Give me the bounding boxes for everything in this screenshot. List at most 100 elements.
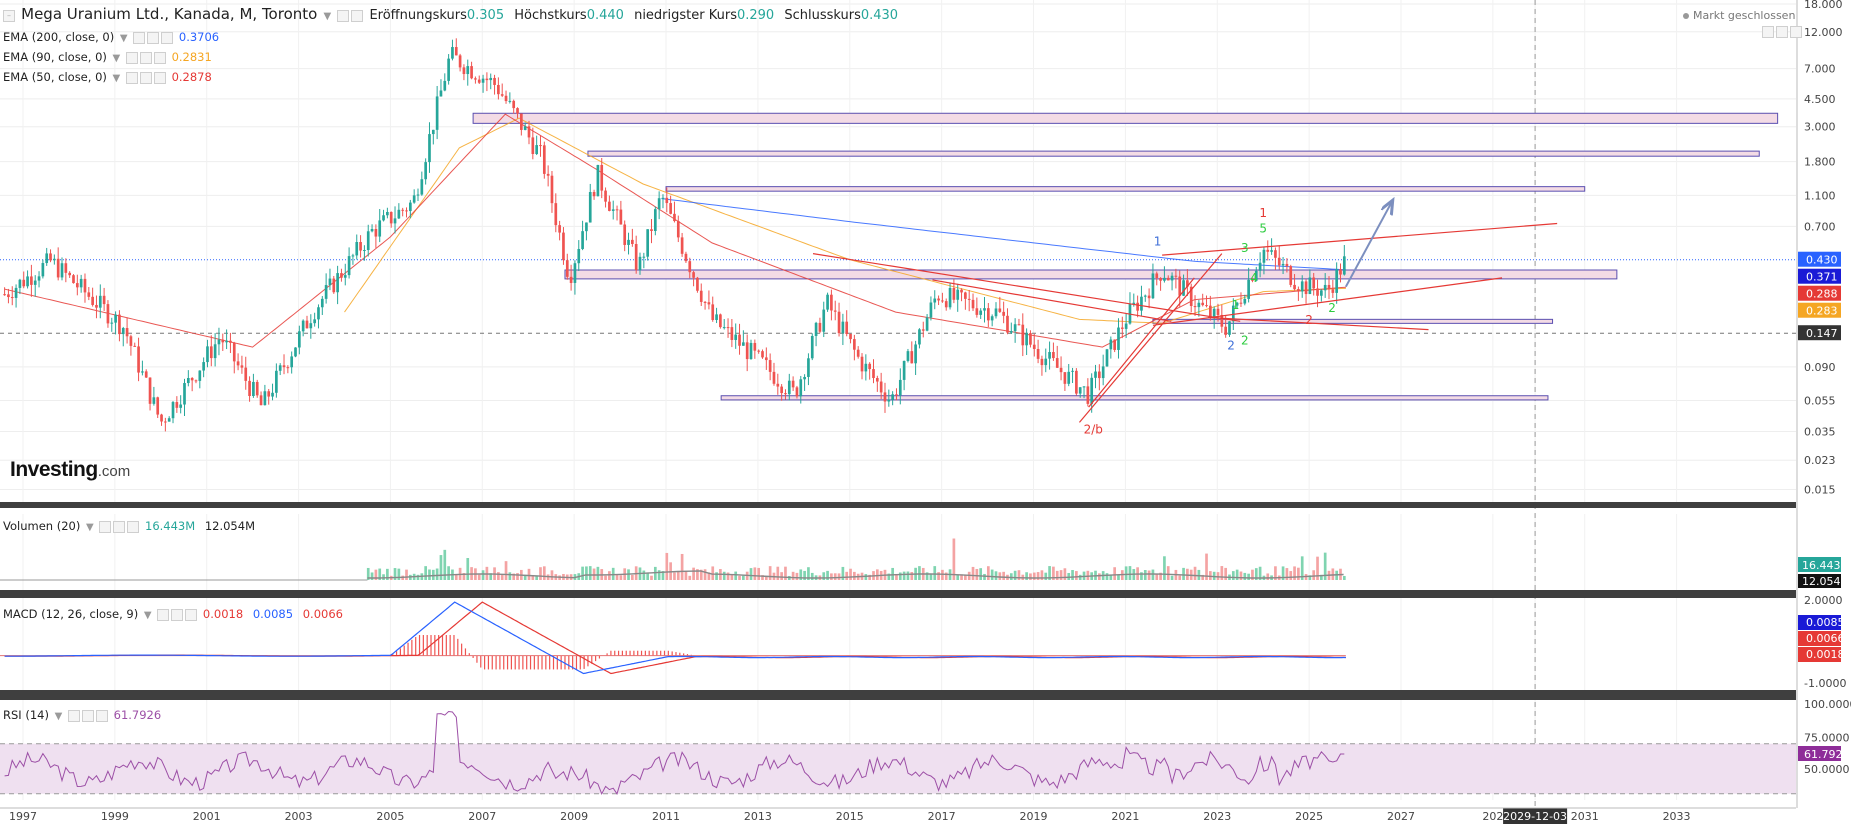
maximize-icon[interactable]: [1762, 25, 1774, 38]
volume-bar: [1251, 569, 1254, 580]
volume-bar: [1009, 573, 1013, 580]
hide-icon[interactable]: [139, 71, 152, 84]
candle-body: [826, 294, 829, 310]
settings-icon[interactable]: [157, 608, 170, 621]
settings-icon[interactable]: [125, 51, 138, 64]
volume-bar: [382, 574, 385, 580]
macd-legend[interactable]: MACD (12, 26, close, 9) ▼ 0.0018 0.0085 …: [3, 607, 343, 623]
volume-bar: [405, 569, 408, 580]
pane-controls: [1762, 24, 1804, 40]
candle-body: [864, 363, 868, 372]
close-icon[interactable]: [161, 31, 174, 44]
candle-body: [493, 77, 496, 85]
close-icon[interactable]: [153, 71, 166, 84]
volume-bar: [738, 575, 741, 580]
close-icon[interactable]: [153, 51, 166, 64]
hide-icon[interactable]: [139, 51, 152, 64]
volume-bar: [1231, 571, 1235, 580]
volume-bar: [699, 569, 703, 580]
volume-legend[interactable]: Volumen (20) ▼ 16.443M 12.054M: [3, 519, 255, 535]
ema200-legend[interactable]: EMA (200, close, 0) ▼ 0.3706: [3, 30, 219, 46]
close-icon[interactable]: [1790, 25, 1802, 38]
volume-bar: [535, 575, 538, 580]
candle-body: [642, 256, 646, 258]
candle-body: [64, 263, 68, 273]
candle-body: [462, 67, 466, 75]
candle-body: [485, 78, 489, 81]
volume-bar: [504, 561, 508, 580]
hide-icon[interactable]: [147, 31, 160, 44]
candle-body: [1143, 295, 1147, 297]
candle-body: [1254, 270, 1258, 281]
candle-body: [1029, 333, 1032, 345]
ema90-legend[interactable]: EMA (90, close, 0) ▼ 0.2831: [3, 50, 212, 66]
close-icon[interactable]: [185, 608, 198, 621]
candle-body: [244, 367, 248, 381]
volume-bar: [585, 566, 588, 580]
settings-icon[interactable]: [133, 31, 146, 44]
candle-body: [1055, 358, 1059, 368]
chevron-down-icon[interactable]: ▼: [112, 53, 121, 64]
close-icon[interactable]: [127, 520, 140, 533]
time-tick-label: 2023: [1203, 810, 1231, 823]
volume-bar: [761, 575, 764, 580]
volume-bar: [933, 566, 937, 580]
chevron-down-icon[interactable]: ▼: [119, 33, 128, 44]
volume-bar: [833, 573, 837, 580]
volume-bar: [979, 568, 983, 580]
ema50-legend[interactable]: EMA (50, close, 0) ▼ 0.2878: [3, 70, 212, 86]
candle-body: [343, 275, 347, 278]
settings-icon[interactable]: [125, 71, 138, 84]
chevron-down-icon[interactable]: ▼: [85, 522, 94, 533]
rsi-legend[interactable]: RSI (14) ▼ 61.7926: [3, 708, 161, 724]
hide-icon[interactable]: [171, 608, 184, 621]
candle-body: [764, 357, 768, 361]
hide-icon[interactable]: [81, 709, 94, 722]
volume-bar: [998, 572, 1002, 580]
candle-body: [830, 294, 833, 311]
volume-bar: [1235, 569, 1239, 580]
rsi-value: 61.7926: [113, 708, 162, 722]
candle-body: [539, 145, 542, 147]
close-icon[interactable]: [95, 709, 108, 722]
volume-bar: [768, 566, 772, 580]
candle-body: [853, 339, 856, 350]
settings-icon[interactable]: [67, 709, 80, 722]
logo-suffix: .com: [97, 463, 131, 480]
candle-body: [875, 378, 879, 382]
candle-body: [887, 399, 891, 402]
volume-bar: [1124, 566, 1128, 580]
candle-body: [803, 376, 806, 380]
chevron-down-icon[interactable]: ▼: [143, 610, 152, 621]
candle-body: [910, 351, 914, 364]
hide-icon[interactable]: [113, 520, 126, 533]
chevron-down-icon[interactable]: ▼: [112, 73, 121, 84]
restore-icon[interactable]: [1776, 25, 1788, 38]
candle-body: [267, 391, 271, 397]
hide-icon[interactable]: [351, 9, 364, 22]
candle-body: [849, 333, 852, 340]
volume-bar: [631, 574, 634, 580]
candle-body: [144, 371, 148, 378]
price-marker-label: 0.430: [1806, 254, 1838, 267]
price-marker: [1798, 302, 1841, 318]
collapse-icon[interactable]: –: [3, 9, 15, 22]
wave-label: 2/b: [1084, 422, 1103, 436]
candle-body: [837, 311, 841, 334]
chevron-down-icon[interactable]: ▼: [54, 711, 63, 722]
ema90-value: 0.2831: [171, 50, 212, 64]
settings-icon[interactable]: [99, 520, 112, 533]
price-tick-label: 3.000: [1804, 121, 1836, 134]
volume-bar: [1205, 553, 1208, 580]
candle-body: [925, 317, 929, 331]
price-tick-label: 0.023: [1804, 454, 1836, 467]
candle-body: [1006, 315, 1009, 333]
candle-body: [1205, 305, 1208, 307]
candle-body: [512, 100, 516, 109]
volume-bar: [1086, 570, 1090, 580]
settings-icon[interactable]: [337, 9, 350, 22]
chevron-down-icon[interactable]: ▼: [323, 11, 332, 22]
wave-label: 1: [1259, 206, 1267, 220]
volume-bar: [1170, 575, 1174, 580]
